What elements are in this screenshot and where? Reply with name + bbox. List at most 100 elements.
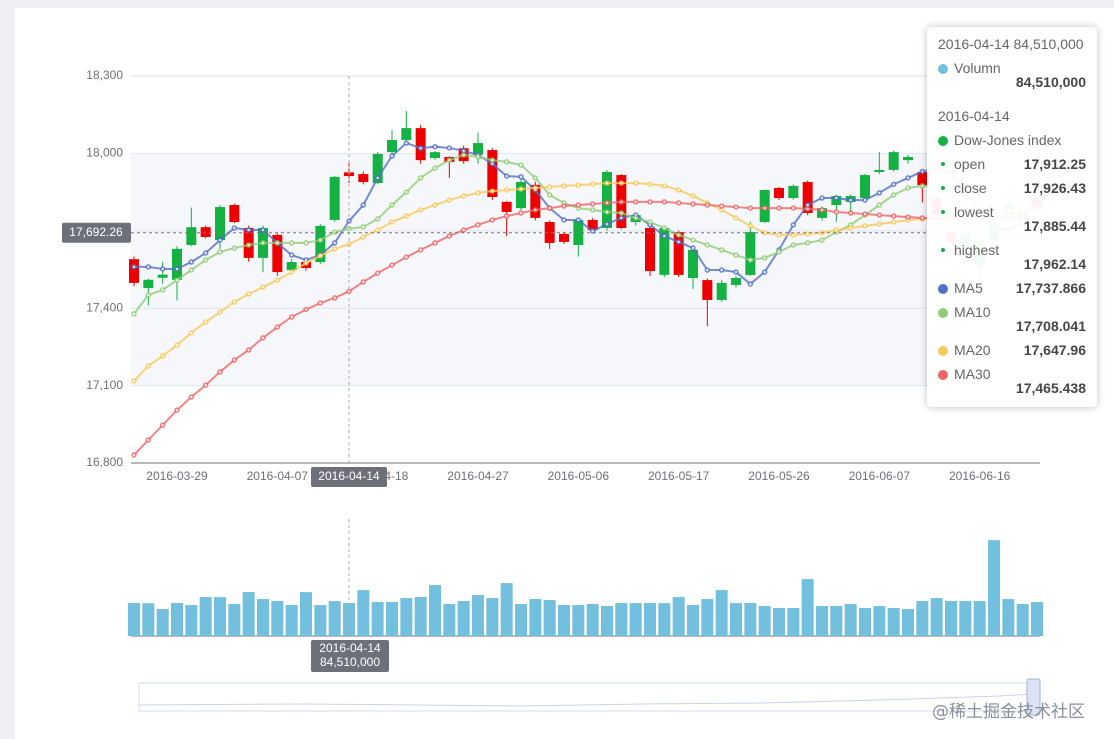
ma-point — [145, 264, 152, 270]
ma-point — [804, 206, 811, 212]
candle-body — [731, 278, 741, 285]
split-area — [131, 308, 1040, 386]
ma-point — [245, 291, 252, 297]
ma-point — [632, 199, 639, 205]
ma-point — [747, 281, 754, 287]
ma-point — [432, 165, 438, 171]
ma-point — [919, 183, 926, 189]
data-zoom[interactable] — [138, 682, 1041, 712]
ma-point — [761, 255, 768, 261]
ma-point — [417, 145, 424, 151]
ma-point — [217, 309, 223, 315]
tooltip-series: MA20 — [954, 342, 991, 358]
volume-bar — [586, 604, 599, 636]
volume-bar — [486, 598, 499, 636]
ma-point — [446, 145, 453, 151]
candle-body — [745, 232, 756, 275]
ma-point — [217, 237, 223, 243]
volume-bar — [472, 595, 484, 636]
volume-bar — [758, 606, 771, 636]
ma-point — [733, 252, 739, 258]
ma-point — [432, 240, 438, 246]
ma-point — [561, 203, 567, 209]
volume-bar — [816, 606, 828, 636]
volume-bar — [730, 603, 742, 636]
ma-point — [317, 253, 324, 259]
candle-body — [387, 139, 397, 153]
pointer-label: 84,510,000 — [320, 655, 380, 669]
candle-body — [215, 207, 225, 241]
volume-bar — [400, 598, 413, 636]
tooltip-series: MA5 — [954, 280, 983, 296]
ma-point — [518, 210, 524, 216]
volume-bar — [214, 597, 226, 636]
ma-point — [217, 369, 223, 375]
ma-point — [260, 227, 266, 233]
volume-bar — [371, 602, 384, 636]
volume-bar — [988, 540, 1000, 636]
ma-point — [661, 183, 668, 189]
ma-point — [690, 201, 696, 207]
ma-line — [133, 182, 1038, 382]
candle-body — [473, 143, 483, 155]
ma-line — [133, 153, 1038, 315]
ma-point — [245, 242, 252, 248]
ma-point — [604, 180, 610, 186]
ma-point — [847, 197, 854, 203]
ma-point — [174, 266, 180, 272]
y-tick-label: 18,300 — [86, 68, 123, 82]
volume-bar — [558, 605, 570, 636]
volume-bar — [328, 601, 341, 636]
split-area — [131, 153, 1040, 231]
tooltip-series: Volumn — [954, 60, 1001, 76]
ma-point — [776, 249, 782, 255]
ma-point — [446, 233, 453, 239]
tooltip-series: Dow-Jones index — [954, 132, 1062, 148]
volume-bar — [715, 590, 728, 636]
ma-point — [690, 245, 696, 251]
tooltip-value: 17,465.438 — [1015, 380, 1086, 396]
tooltip-marker — [938, 64, 948, 74]
ma-point — [174, 407, 180, 413]
candle-body — [229, 205, 240, 223]
ma-point — [489, 157, 496, 163]
ma-point — [518, 186, 524, 192]
ma-point — [374, 227, 381, 233]
ma-point — [804, 240, 811, 246]
ma-point — [231, 245, 238, 251]
ma-point — [231, 299, 238, 305]
ma-point — [876, 202, 883, 208]
ma-point — [919, 168, 926, 175]
ma-point — [604, 221, 610, 227]
candle-body — [903, 157, 913, 161]
ma-point — [733, 269, 739, 275]
volume-bar — [1002, 599, 1015, 636]
tooltip-value: 17,926.43 — [1023, 180, 1086, 196]
candle-body — [516, 182, 526, 209]
ma-point — [159, 353, 166, 359]
ma-point — [432, 143, 438, 150]
ma-point — [618, 180, 625, 186]
data-zoom-handle[interactable] — [1026, 678, 1041, 716]
tooltip-marker — [938, 284, 948, 294]
ma-point — [776, 232, 782, 238]
ma-point — [532, 185, 539, 191]
ma-point — [159, 287, 166, 293]
ma-point — [131, 452, 137, 458]
ma-point — [403, 140, 410, 146]
ma-point — [876, 221, 883, 227]
ma-point — [403, 213, 410, 219]
volume-bar — [773, 608, 785, 636]
ma-point — [546, 192, 553, 198]
ma-point — [747, 257, 754, 263]
volume-bar — [199, 597, 212, 636]
candle-body — [587, 219, 598, 231]
volume-bar — [529, 599, 542, 636]
volume-bar — [414, 597, 427, 636]
volume-bar — [801, 579, 814, 636]
ma-point — [704, 267, 711, 273]
ma-point — [303, 306, 309, 313]
volume-bar — [672, 597, 685, 636]
candle-body — [702, 280, 713, 300]
volume-bar — [945, 601, 957, 636]
